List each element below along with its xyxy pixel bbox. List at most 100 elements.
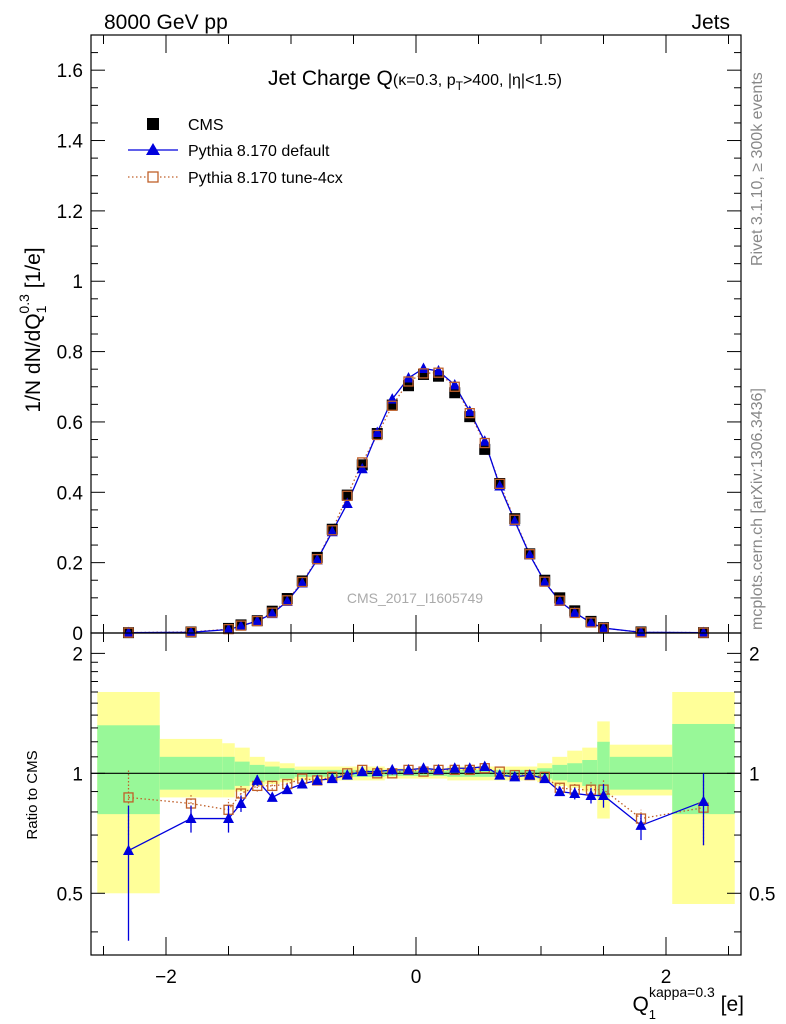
default-point xyxy=(554,595,566,606)
main-ytick-label: 0.2 xyxy=(57,554,83,575)
tune-point xyxy=(585,617,597,628)
ratio-xlabel-sub: 1 xyxy=(649,1007,656,1022)
chart-title: Jet Charge Q(κ=0.3, pT>400, |η|<1.5) xyxy=(268,67,562,93)
default-point xyxy=(281,595,293,606)
default-point xyxy=(635,626,647,637)
main-ylabel-sub: 1 xyxy=(33,305,49,313)
tune-point xyxy=(479,437,490,449)
main-ytick-label: 0.4 xyxy=(57,483,84,504)
ratio-series-layer xyxy=(123,760,709,941)
main-ytick-label: 1 xyxy=(72,272,83,293)
ratio-default-point xyxy=(433,763,444,775)
ratio-default-point xyxy=(403,763,414,775)
tune-point xyxy=(282,595,293,606)
ratio-xtick-label: 2 xyxy=(661,967,672,988)
tune-point xyxy=(403,376,414,387)
cms-point xyxy=(479,443,491,455)
ratio-bands xyxy=(97,691,735,904)
ratio-default-point xyxy=(539,772,551,784)
ratio-band-inner xyxy=(567,763,583,783)
cms-point xyxy=(433,370,444,382)
tune-point xyxy=(449,381,460,392)
header-left: 8000 GeV pp xyxy=(104,11,228,34)
ratio-default-point xyxy=(585,789,597,800)
ratio-default-point xyxy=(479,760,491,772)
default-point xyxy=(585,616,597,628)
legend-label-cms: CMS xyxy=(188,117,224,134)
default-point xyxy=(356,462,368,474)
main-panel: 0 0.2 0.4 0.6 0.8 1 1.2 1.4 1.6 xyxy=(57,34,742,645)
cms-point xyxy=(418,368,429,380)
ratio-default-point xyxy=(569,787,581,798)
ratio-panel: 0.5 0.5 1 1 2 2 −2 0 2 xyxy=(57,632,775,988)
legend-label-default: Pythia 8.170 default xyxy=(188,143,330,160)
ratio-default-point xyxy=(449,762,461,773)
default-point xyxy=(341,497,353,509)
tune-point xyxy=(464,407,475,419)
legend-marker-cms xyxy=(147,118,159,130)
ratio-default-point xyxy=(251,774,263,785)
ratio-default-point xyxy=(341,769,353,780)
default-point xyxy=(296,577,308,588)
default-point xyxy=(123,626,134,638)
default-point xyxy=(509,515,521,526)
ratio-ytick-label: 0.5 xyxy=(57,884,83,905)
chart-title-sub-rest: >400, |η|<1.5) xyxy=(463,72,562,89)
tune-point xyxy=(312,553,323,565)
default-point xyxy=(326,525,338,537)
default-point xyxy=(524,548,536,560)
ratio-ytick-label-right: 0.5 xyxy=(749,884,775,905)
default-point xyxy=(433,364,444,376)
default-point xyxy=(464,405,476,416)
tune-point xyxy=(569,607,580,619)
cms-point xyxy=(449,387,461,399)
default-point xyxy=(251,615,263,626)
tune-point xyxy=(387,400,398,411)
tune-point xyxy=(539,576,550,587)
ratio-tune-point xyxy=(123,792,134,803)
ratio-ylabel: Ratio to CMS xyxy=(24,750,41,839)
ratio-default-point xyxy=(598,789,609,800)
tune-point xyxy=(185,626,197,638)
ratio-default-point xyxy=(386,763,398,775)
tune-point xyxy=(433,367,444,378)
legend-label-tune: Pythia 8.170 tune-4cx xyxy=(188,170,343,187)
main-ytick-label: 1.2 xyxy=(57,202,83,223)
ratio-xtick-label: −2 xyxy=(155,967,177,988)
ratio-default-point xyxy=(326,772,338,784)
cms-point xyxy=(464,411,476,423)
ratio-ytick-label-right: 1 xyxy=(749,764,760,785)
main-ylabel: 1/N dN/dQ10.3 [1/e] xyxy=(16,247,49,412)
default-point xyxy=(569,606,581,618)
ratio-default-point xyxy=(635,819,647,830)
ratio-default-point xyxy=(464,762,476,773)
cms-point xyxy=(386,399,398,411)
ratio-default-point xyxy=(123,844,134,856)
ratio-band-inner xyxy=(597,741,610,798)
tune-point xyxy=(554,595,565,606)
tune-point xyxy=(327,525,338,536)
ratio-xlabel: Q1 kappa=0.3 [e] xyxy=(632,984,744,1022)
rivet-label: Rivet 3.1.10, ≥ 300k events xyxy=(749,72,766,266)
default-point xyxy=(539,575,551,587)
main-ytick-label: 1.4 xyxy=(57,132,84,153)
main-ytick-label: 0.6 xyxy=(57,413,83,434)
legend: CMS Pythia 8.170 default Pythia 8.170 tu… xyxy=(128,117,343,187)
ratio-default-point xyxy=(698,795,709,806)
cms-point xyxy=(341,489,353,501)
default-point xyxy=(371,426,383,437)
default-point xyxy=(266,607,278,619)
tune-point xyxy=(418,368,429,379)
ratio-xlabel-unit: [e] xyxy=(715,993,744,1016)
main-ytick-label: 0.8 xyxy=(57,343,83,364)
ratio-default-point xyxy=(185,812,197,824)
tune-point xyxy=(524,549,535,560)
ratio-xtick-label: 0 xyxy=(411,967,422,988)
default-point xyxy=(479,435,491,446)
tune-point xyxy=(252,615,263,627)
main-ytick-label: 1.6 xyxy=(57,61,83,82)
chart-title-main: Jet Charge Q xyxy=(268,67,393,90)
header-right: Jets xyxy=(691,11,730,34)
ratio-default-point xyxy=(266,791,278,802)
ratio-default-point xyxy=(281,783,293,795)
